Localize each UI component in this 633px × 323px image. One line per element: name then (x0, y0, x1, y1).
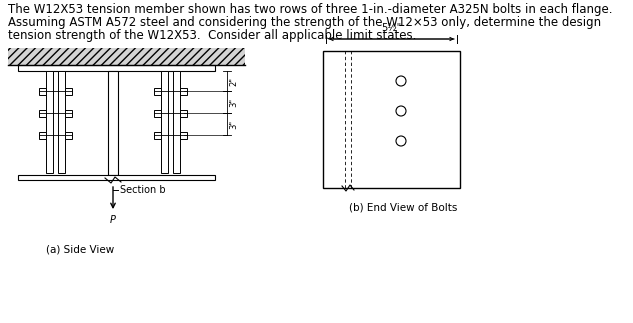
Text: Section b: Section b (120, 185, 166, 195)
Circle shape (396, 106, 406, 116)
Text: (b) End View of Bolts: (b) End View of Bolts (349, 203, 457, 213)
Bar (8, 48, 245, 65)
Bar (18, 65, 215, 71)
Bar (180, 88, 187, 95)
Circle shape (396, 136, 406, 146)
Bar (180, 109, 187, 117)
Text: 3": 3" (229, 98, 238, 107)
Bar (39, 88, 46, 95)
Text: P: P (110, 215, 116, 225)
Bar (18, 175, 215, 180)
Bar (39, 131, 46, 139)
Text: Assuming ASTM A572 steel and considering the strength of the W12×53 only, determ: Assuming ASTM A572 steel and considering… (8, 16, 601, 29)
Bar (58, 71, 65, 173)
Bar (153, 131, 161, 139)
Text: 3": 3" (229, 120, 238, 129)
Text: (a) Side View: (a) Side View (46, 245, 114, 255)
Bar (180, 131, 187, 139)
Bar (161, 71, 168, 173)
Bar (108, 71, 118, 175)
Text: The W12X53 tension member shown has two rows of three 1-in.-diameter A325N bolts: The W12X53 tension member shown has two … (8, 3, 613, 16)
Bar (173, 71, 180, 173)
Text: tension strength of the W12X53.  Consider all applicable limit states.: tension strength of the W12X53. Consider… (8, 29, 417, 42)
Bar (153, 88, 161, 95)
Bar (65, 131, 72, 139)
Text: 5½": 5½" (381, 23, 401, 33)
Bar (65, 109, 72, 117)
Bar (153, 109, 161, 117)
Circle shape (396, 76, 406, 86)
Bar (39, 109, 46, 117)
Bar (323, 51, 460, 188)
Bar (65, 88, 72, 95)
Text: 2": 2" (229, 77, 238, 86)
Bar (46, 71, 53, 173)
